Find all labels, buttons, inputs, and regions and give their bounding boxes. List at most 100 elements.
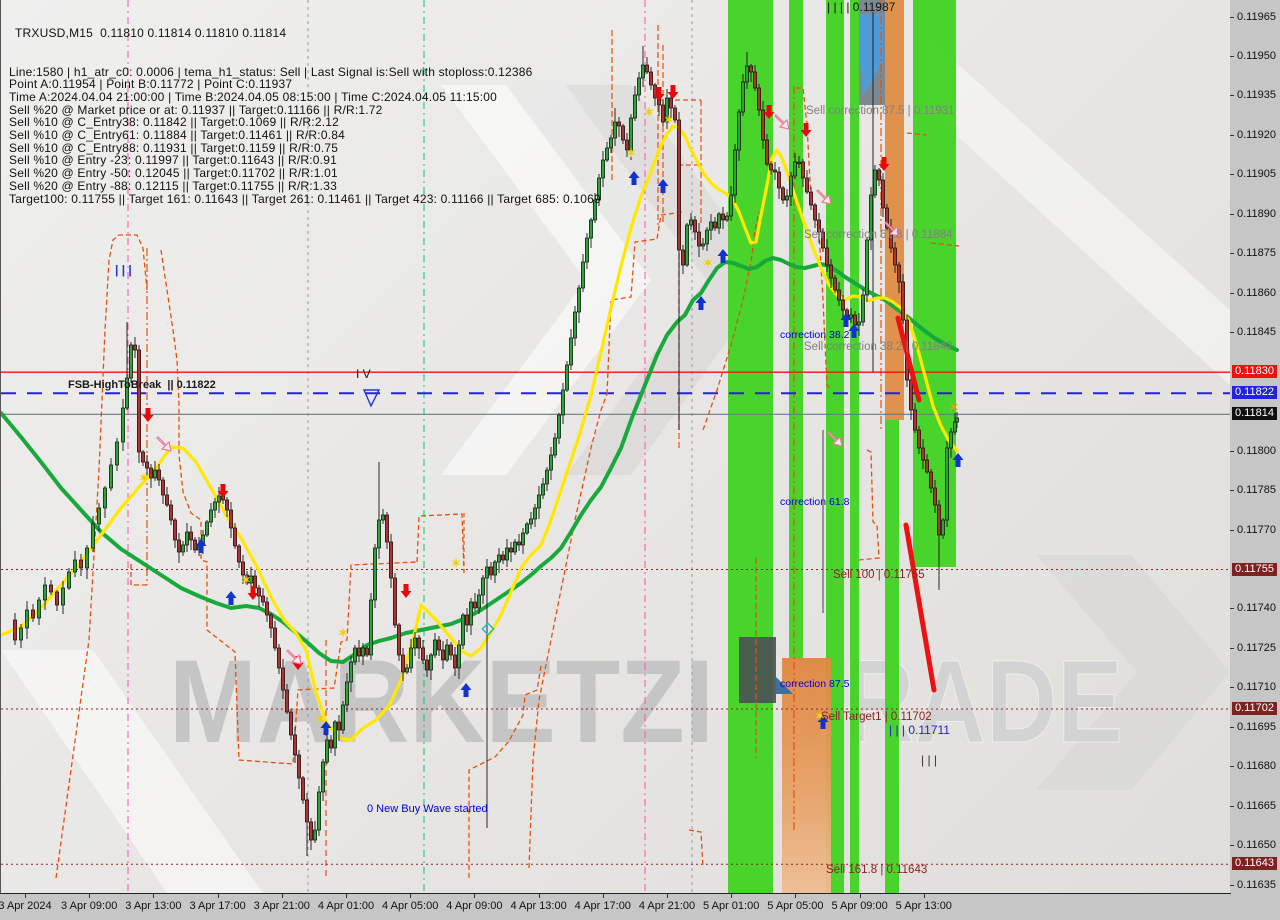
candle-body [457,644,461,669]
diamond-marker-icon [481,622,495,636]
price-tick-label: 0.11920 [1237,128,1276,141]
price-tick-label: 0.11905 [1237,168,1276,181]
candle-body [31,609,35,619]
buy-arrow-icon [195,539,207,553]
star-marker-icon: ✶ [338,626,348,640]
time-tick-mark [602,894,604,898]
signal-band [913,0,956,567]
candle-body [389,541,393,579]
candle-body [677,119,681,251]
price-tick-mark [1230,647,1234,649]
stop-channel-line [930,242,960,247]
time-tick-label: 3 Apr 2024 [0,900,52,912]
candle-body [849,314,853,319]
candle-body [409,647,413,669]
sell-arrow-icon [142,408,154,422]
chart-annotation: | | | 0.11711 [889,723,950,737]
candle-body [513,541,517,553]
candle-body [565,364,569,391]
candle-body [577,287,581,313]
sell-arrow-icon [653,87,665,101]
red-trend-line [903,522,937,693]
candle-body [157,469,161,481]
candle-body [585,237,589,263]
candle-body [349,661,353,683]
candle-body [209,509,213,523]
candle-body [103,487,107,509]
candle-body [437,639,441,651]
price-tick-mark [1230,687,1234,689]
candle-body [569,337,573,366]
candle-body [133,344,137,351]
time-tick-label: 3 Apr 09:00 [61,900,118,912]
time-tick-label: 3 Apr 13:00 [125,900,182,912]
candle-body [589,219,593,239]
chart-annotation: | | | | 0.11987 [827,0,896,14]
candle-body [637,77,641,96]
price-chart[interactable]: MARKETZI TRADE✶✶✶✶✶✶✶✶✶✶✕ [1,0,1230,893]
price-tick-mark [1230,805,1234,807]
candle-body [125,377,129,409]
time-tick-mark [923,894,925,898]
price-badge: 0.11822 [1232,386,1277,400]
price-tick-mark [1230,529,1234,531]
candle-body [501,554,505,561]
candle-body [185,531,189,546]
candle-body [385,514,389,543]
price-tick-label: 0.11935 [1237,89,1276,102]
time-tick-mark [89,894,91,898]
time-tick-label: 5 Apr 09:00 [831,900,888,912]
candle-body [837,289,841,301]
time-axis[interactable]: 3 Apr 2024 3 Apr 09:00 3 Apr 13:00 3 Apr 17… [0,894,1280,920]
candle-body [909,379,913,411]
candle-body [557,414,561,439]
price-tick-mark [1230,174,1234,176]
candle-body [601,159,605,179]
stop-channel-line [906,132,928,136]
signal-band [850,0,859,893]
stop-channel-line [858,449,880,561]
candle-body [821,231,825,249]
candle-body [645,64,649,73]
candle-body [245,574,249,584]
candle-body [281,667,285,691]
candle-body [773,169,777,173]
candle-body [445,644,449,661]
chart-plot-area[interactable]: MARKETZI TRADE ✶ ✶ ✶ ✶ ✶ ✶ ✶ ✶ ✶ ✶ ✕ TRXUSD,M15 0.11… [0,0,1231,894]
chart-annotation: Sell correction 87.5 | 0.11931 [806,105,955,117]
price-tick-label: 0.11845 [1237,326,1276,339]
candle-body [857,321,861,326]
candle-body [317,791,321,831]
time-tick-label: 5 Apr 01:00 [703,900,760,912]
price-tick-mark [1230,95,1234,97]
time-tick-mark [410,894,412,898]
candle-body [301,777,305,801]
chart-annotation: FSB-HighToBreak || 0.11822 [68,379,216,391]
candle-body [249,575,253,584]
candle-body [67,571,71,589]
candle-body [441,649,445,661]
price-axis[interactable]: 0.11965 0.11950 0.11935 0.11920 0.11905 0.118… [1230,0,1280,893]
time-tick-label: 4 Apr 09:00 [446,900,503,912]
candle-body [689,219,693,226]
candle-body [369,599,373,656]
price-tick-mark [1230,766,1234,768]
candle-body [613,121,617,139]
candle-body [789,175,793,197]
candle-body [309,821,313,841]
candle-body [473,601,477,609]
candle-body [413,637,417,649]
time-tick-mark [346,894,347,898]
star-marker-icon: ✶ [241,573,251,587]
star-marker-icon: ✶ [626,146,636,160]
info-line: Target100: 0.11755 || Target 161: 0.1164… [9,191,601,206]
candle-body [673,107,677,121]
price-tick-mark [1230,16,1234,18]
exit-arrow-icon [774,114,790,130]
stop-channel-line [528,393,608,869]
candle-body [333,721,337,749]
candle-body [681,249,685,266]
candle-body [649,71,653,86]
candle-body [797,161,801,164]
info-line: Point A:0.11954 | Point B:0.11772 | Poin… [9,77,293,92]
